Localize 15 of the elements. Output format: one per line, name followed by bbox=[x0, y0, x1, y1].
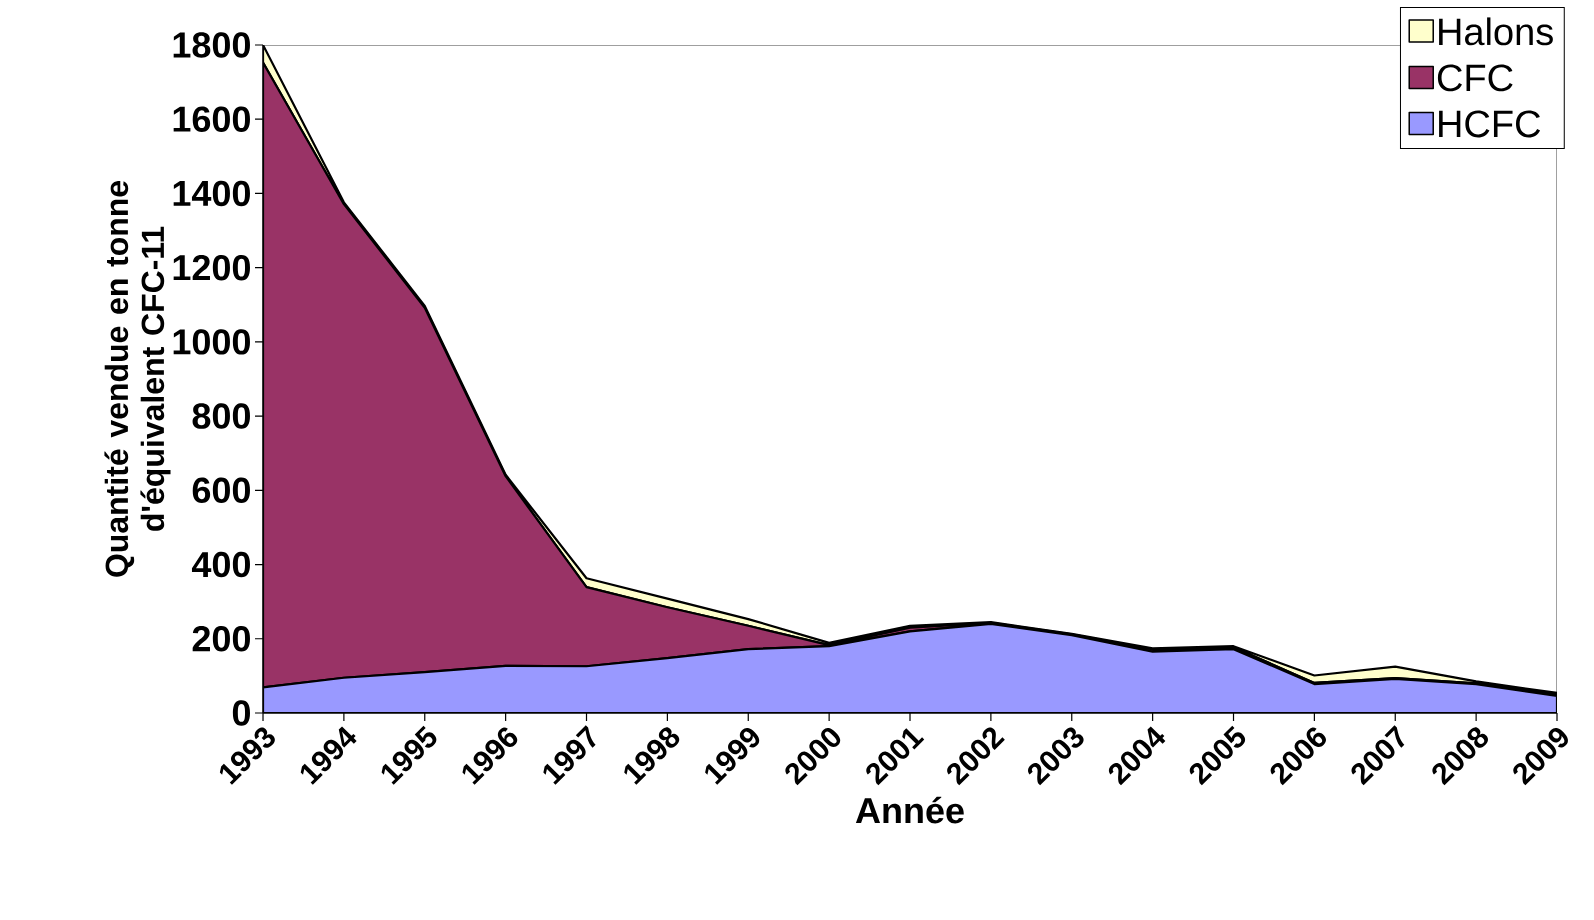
y-tick-label: 1800 bbox=[173, 32, 250, 58]
legend-label: Halons bbox=[1439, 17, 1553, 46]
y-tick-label: 200 bbox=[192, 626, 250, 652]
y-tick-label: 800 bbox=[192, 403, 250, 429]
y-tick-label: 600 bbox=[192, 477, 250, 504]
x-axis-title: Année bbox=[855, 796, 964, 824]
y-tick-label: 1600 bbox=[173, 106, 250, 132]
y-tick-label: 1000 bbox=[173, 329, 250, 355]
y-tick-label: 1200 bbox=[173, 254, 250, 281]
y-axis-title: Quantité vendue en tonne d'équivalent CFC-11 bbox=[104, 180, 171, 577]
legend-label: CFC bbox=[1437, 64, 1513, 92]
y-tick-label: 400 bbox=[191, 551, 250, 578]
y-tick-label: 0 bbox=[232, 700, 250, 726]
y-tick-label: 1400 bbox=[173, 180, 250, 207]
legend-label: HCFC bbox=[1439, 110, 1541, 138]
